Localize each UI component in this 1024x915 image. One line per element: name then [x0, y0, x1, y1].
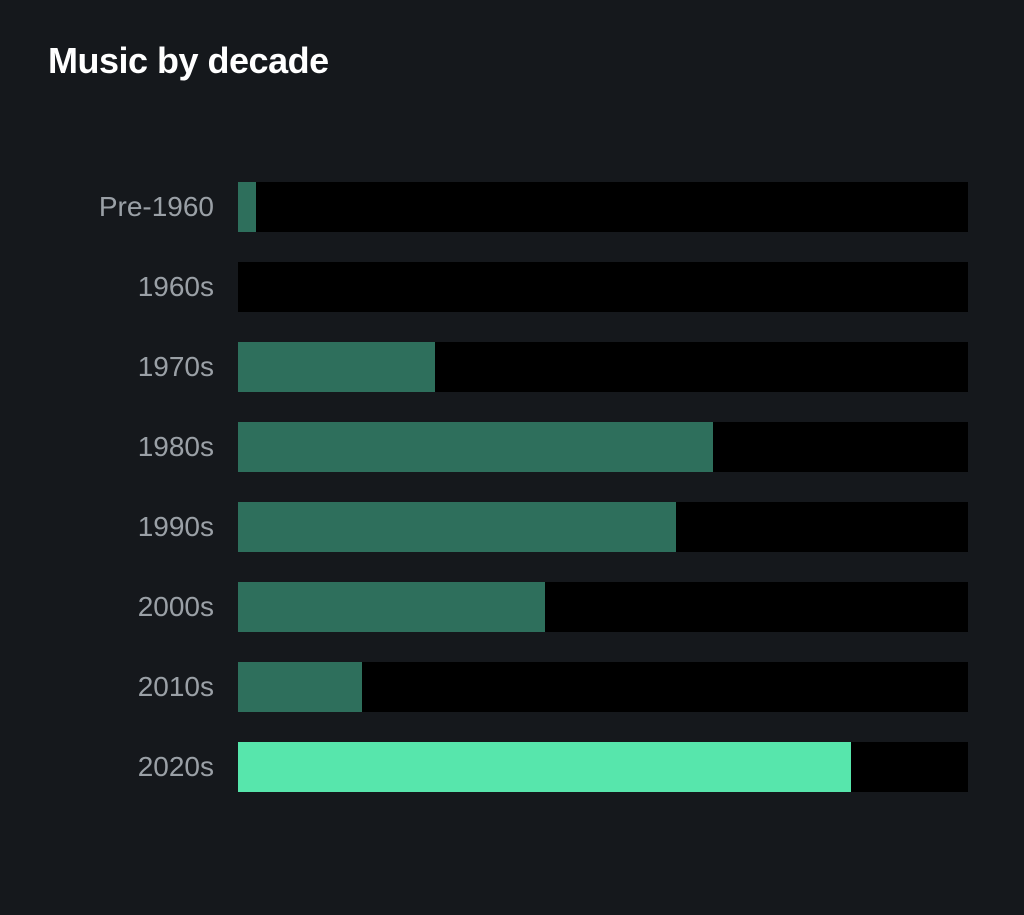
bar-label: 2000s [48, 591, 238, 623]
bar-track [238, 262, 968, 312]
bar-fill [238, 742, 851, 792]
chart-title: Music by decade [48, 40, 976, 82]
bar-label: 2010s [48, 671, 238, 703]
bar-label: 1990s [48, 511, 238, 543]
bar-fill [238, 182, 256, 232]
bar-track [238, 662, 968, 712]
bar-label: Pre-1960 [48, 191, 238, 223]
bar-track [238, 742, 968, 792]
bar-track [238, 582, 968, 632]
bar-row: 2010s [48, 662, 968, 712]
bar-fill [238, 342, 435, 392]
bar-row: Pre-1960 [48, 182, 968, 232]
bar-track [238, 342, 968, 392]
bar-label: 1970s [48, 351, 238, 383]
bar-track [238, 422, 968, 472]
bar-row: 1990s [48, 502, 968, 552]
bar-label: 2020s [48, 751, 238, 783]
bar-row: 2000s [48, 582, 968, 632]
bar-label: 1980s [48, 431, 238, 463]
bar-chart: Pre-1960 1960s 1970s 1980s 1990s [48, 182, 976, 792]
bar-fill [238, 582, 545, 632]
bar-track [238, 182, 968, 232]
chart-container: Music by decade Pre-1960 1960s 1970s 198… [0, 0, 1024, 832]
bar-row: 2020s [48, 742, 968, 792]
bar-row: 1980s [48, 422, 968, 472]
bar-track [238, 502, 968, 552]
bar-row: 1960s [48, 262, 968, 312]
bar-label: 1960s [48, 271, 238, 303]
bar-fill [238, 662, 362, 712]
bar-fill [238, 422, 713, 472]
bar-row: 1970s [48, 342, 968, 392]
bar-fill [238, 502, 676, 552]
